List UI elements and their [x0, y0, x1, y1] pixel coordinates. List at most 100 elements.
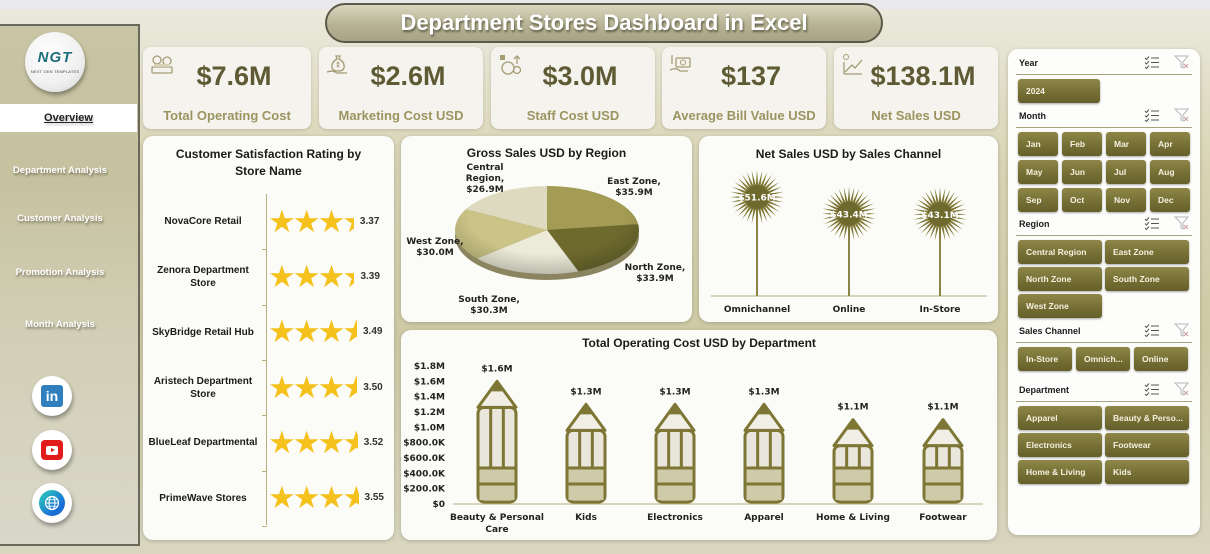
slicer-item-month[interactable]: Apr	[1150, 132, 1190, 156]
kpi-value: $7.6M	[196, 61, 272, 91]
axis-tick	[262, 249, 267, 251]
data-label: $43.4M	[830, 210, 867, 220]
youtube-button[interactable]	[32, 430, 72, 470]
ngt-logo: NGT NEXT GEN TEMPLATES	[25, 32, 85, 92]
multi-select-icon[interactable]	[1144, 55, 1160, 69]
customer-satisfaction-panel: Customer Satisfaction Rating by Store Na…	[143, 136, 394, 540]
kpi-net-sales: $138.1M Net Sales USD	[834, 47, 998, 129]
kpi-value: $137	[720, 61, 782, 91]
clear-filter-icon[interactable]	[1174, 323, 1190, 337]
slicer-item-sales-channel[interactable]: Omnich...	[1076, 347, 1130, 371]
category-label: Omnichannel	[724, 305, 790, 315]
pencil-bar	[476, 379, 518, 504]
dashboard-title: Department Stores Dashboard in Excel	[325, 3, 883, 43]
nav-promotion-analysis[interactable]: Promotion Analysis	[15, 267, 105, 278]
website-button[interactable]	[32, 483, 72, 523]
y-tick-label: $400.0K	[403, 469, 446, 479]
data-label: $1.3M	[659, 387, 690, 397]
star-icon: ★★★★★	[268, 261, 354, 292]
kpi-total-operating-cost: $7.6M Total Operating Cost	[143, 47, 311, 129]
kpi-label: Net Sales USD	[871, 108, 961, 123]
store-label-line: Zenora Department	[157, 264, 249, 276]
slicer-item-sales-channel[interactable]: Online	[1134, 347, 1188, 371]
pie-data-label: East Zone, $35.9M	[607, 177, 661, 198]
clear-filter-icon[interactable]	[1174, 216, 1190, 230]
chart-title-line: Store Name	[235, 164, 302, 178]
y-tick-label: $1.0M	[414, 423, 445, 433]
slicer-title: Month	[1019, 111, 1046, 121]
slicer-item-month[interactable]: May	[1018, 160, 1058, 184]
multi-select-icon[interactable]	[1144, 108, 1160, 122]
store-label-line: Aristech Department	[153, 375, 253, 387]
rating-value: 3.37	[359, 215, 380, 227]
nav-month-analysis[interactable]: Month Analysis	[25, 319, 95, 330]
store-label: BlueLeaf Departmental	[143, 436, 263, 449]
clear-filter-icon[interactable]	[1174, 108, 1190, 122]
clear-filter-icon[interactable]	[1174, 382, 1190, 396]
linkedin-icon: in	[41, 385, 63, 407]
slicer-item-month[interactable]: Mar	[1106, 132, 1146, 156]
slicer-item-month[interactable]: Jan	[1018, 132, 1058, 156]
y-tick-label: $1.4M	[414, 393, 445, 403]
slicer-item-department[interactable]: Kids	[1105, 460, 1189, 484]
slicer-item-month[interactable]: Aug	[1150, 160, 1190, 184]
slicer-panel: Year 2024 Month Jan Feb Mar Apr May Jun Jul Aug Sep…	[1008, 49, 1200, 535]
slicer-item-department[interactable]: Apparel	[1018, 406, 1102, 430]
category-label: Electronics	[647, 513, 703, 523]
slicer-item-month[interactable]: Jun	[1062, 160, 1102, 184]
store-label-line: BlueLeaf Departmental	[148, 437, 258, 449]
globe-icon	[39, 490, 65, 516]
starburst-center	[745, 185, 769, 210]
slicer-item-sales-channel[interactable]: In-Store	[1018, 347, 1072, 371]
multi-select-icon[interactable]	[1144, 323, 1160, 337]
slicer-item-department[interactable]: Home & Living	[1018, 460, 1102, 484]
sales-channel-chart: $51.6M Omnichannel $43.4M Online $43.1M In-St…	[711, 170, 987, 315]
category-label: Online	[833, 305, 866, 315]
slicer-item-region[interactable]: North Zone	[1018, 267, 1102, 291]
kpi-staff-cost: $3.0M Staff Cost USD	[491, 47, 655, 129]
y-tick-label: $200.0K	[403, 485, 446, 495]
data-label: $1.3M	[748, 387, 779, 397]
slicer-item-month[interactable]: Oct	[1062, 188, 1102, 212]
star-rating-bar: ★★★★★	[268, 207, 354, 237]
data-label: $1.1M	[837, 403, 868, 413]
slicer-header-region: Region	[1016, 214, 1192, 236]
nav-customer-analysis[interactable]: Customer Analysis	[17, 213, 103, 224]
net-sales-channel-panel: Net Sales USD by Sales Channel $51.6M Omn…	[699, 136, 998, 322]
slicer-item-department[interactable]: Electronics	[1018, 433, 1102, 457]
slicer-item-month[interactable]: Jul	[1106, 160, 1146, 184]
operating-cost-chart: $0 $200.0K $400.0K $600.0K $800.0K $1.0M $1.2M…	[403, 362, 983, 535]
clear-filter-icon[interactable]	[1174, 55, 1190, 69]
slicer-item-month[interactable]: Feb	[1062, 132, 1102, 156]
chart-title-line: Customer Satisfaction Rating by	[175, 147, 362, 161]
kpi-label: Total Operating Cost	[163, 108, 291, 123]
pencil-bar	[922, 418, 964, 504]
linkedin-button[interactable]: in	[32, 376, 72, 416]
pencil-bar	[743, 402, 785, 504]
multi-select-icon[interactable]	[1144, 216, 1160, 230]
kpi-label: Marketing Cost USD	[338, 108, 464, 123]
slicer-item-region[interactable]: West Zone	[1018, 294, 1102, 318]
slicer-item-region[interactable]: South Zone	[1105, 267, 1189, 291]
slicer-item-month[interactable]: Dec	[1150, 188, 1190, 212]
y-tick-label: $600.0K	[403, 454, 446, 464]
slicer-item-region[interactable]: East Zone	[1105, 240, 1189, 264]
slicer-item-department[interactable]: Beauty & Perso...	[1105, 406, 1189, 430]
slicer-header-year: Year	[1016, 53, 1192, 75]
slicer-item-department[interactable]: Footwear	[1105, 433, 1189, 457]
rating-value: 3.50	[363, 381, 383, 393]
nav-overview[interactable]: Overview	[0, 104, 137, 132]
slicer-item-year[interactable]: 2024	[1018, 79, 1100, 103]
store-label-line: Store	[190, 388, 216, 400]
money-bag-up-icon	[500, 55, 522, 75]
multi-select-icon[interactable]	[1144, 382, 1160, 396]
slicer-item-region[interactable]: Central Region	[1018, 240, 1102, 264]
star-rating-bar: ★★★★★	[268, 262, 354, 292]
cash-hand-icon	[669, 55, 691, 72]
kpi-marketing-cost: $2.6M Marketing Cost USD	[319, 47, 483, 129]
store-label: Aristech Department Store	[143, 375, 263, 401]
slicer-item-month[interactable]: Sep	[1018, 188, 1058, 212]
slicer-item-month[interactable]: Nov	[1106, 188, 1146, 212]
category-label: In-Store	[919, 305, 960, 315]
nav-department-analysis[interactable]: Department Analysis	[12, 165, 108, 176]
